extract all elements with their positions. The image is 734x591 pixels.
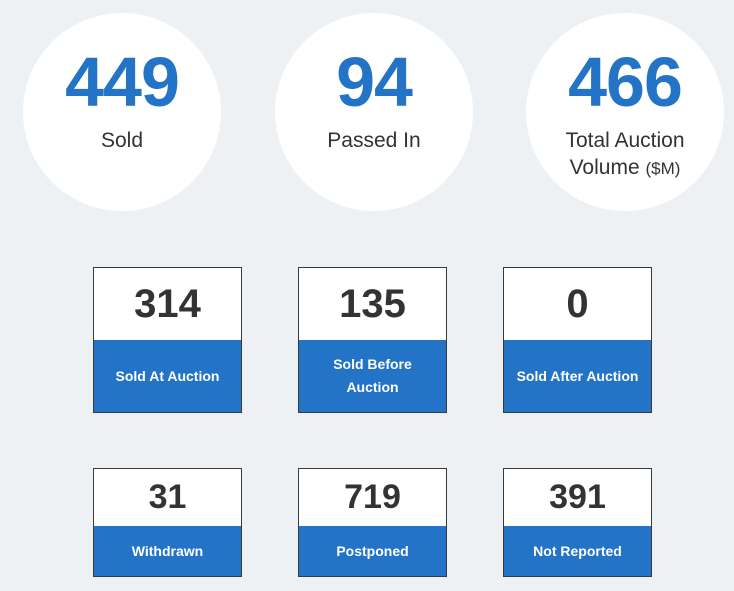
withdrawn-card: 31 Withdrawn <box>93 468 242 577</box>
not-reported-card: 391 Not Reported <box>503 468 652 577</box>
withdrawn-label: Withdrawn <box>94 526 241 576</box>
sold-before-auction-label: Sold Before Auction <box>299 340 446 412</box>
passed-in-summary-circle: 94 Passed In <box>275 13 473 211</box>
sold-before-auction-label-line2: Auction <box>346 379 399 395</box>
sold-after-auction-card: 0 Sold After Auction <box>503 267 652 413</box>
sold-label: Sold <box>100 129 144 152</box>
sold-before-auction-label-line1: Sold Before <box>333 356 412 372</box>
sold-before-auction-value: 135 <box>299 268 446 340</box>
sold-at-auction-card: 314 Sold At Auction <box>93 267 242 413</box>
sold-summary-circle: 449 Sold <box>23 13 221 211</box>
total-auction-volume-label-line2: Volume <box>569 156 640 179</box>
passed-in-label: Passed In <box>327 129 421 152</box>
sold-at-auction-value: 314 <box>94 268 241 340</box>
sold-at-auction-label: Sold At Auction <box>94 340 241 412</box>
total-auction-volume-circle: 466 Total Auction Volume ($M) <box>526 13 724 211</box>
not-reported-label: Not Reported <box>504 526 651 576</box>
passed-in-count: 94 <box>336 43 413 121</box>
sold-before-auction-card: 135 Sold Before Auction <box>298 267 447 413</box>
sold-after-auction-value: 0 <box>504 268 651 340</box>
total-auction-volume-value: 466 <box>568 43 683 121</box>
total-auction-volume-unit: ($M) <box>645 159 681 178</box>
total-auction-volume-label: Total Auction Volume ($M) <box>526 127 724 182</box>
sold-after-auction-label: Sold After Auction <box>504 340 651 412</box>
withdrawn-value: 31 <box>94 469 241 526</box>
postponed-value: 719 <box>299 469 446 526</box>
not-reported-value: 391 <box>504 469 651 526</box>
postponed-card: 719 Postponed <box>298 468 447 577</box>
sold-count: 449 <box>65 43 180 121</box>
postponed-label: Postponed <box>299 526 446 576</box>
total-auction-volume-label-line1: Total Auction <box>565 129 685 152</box>
